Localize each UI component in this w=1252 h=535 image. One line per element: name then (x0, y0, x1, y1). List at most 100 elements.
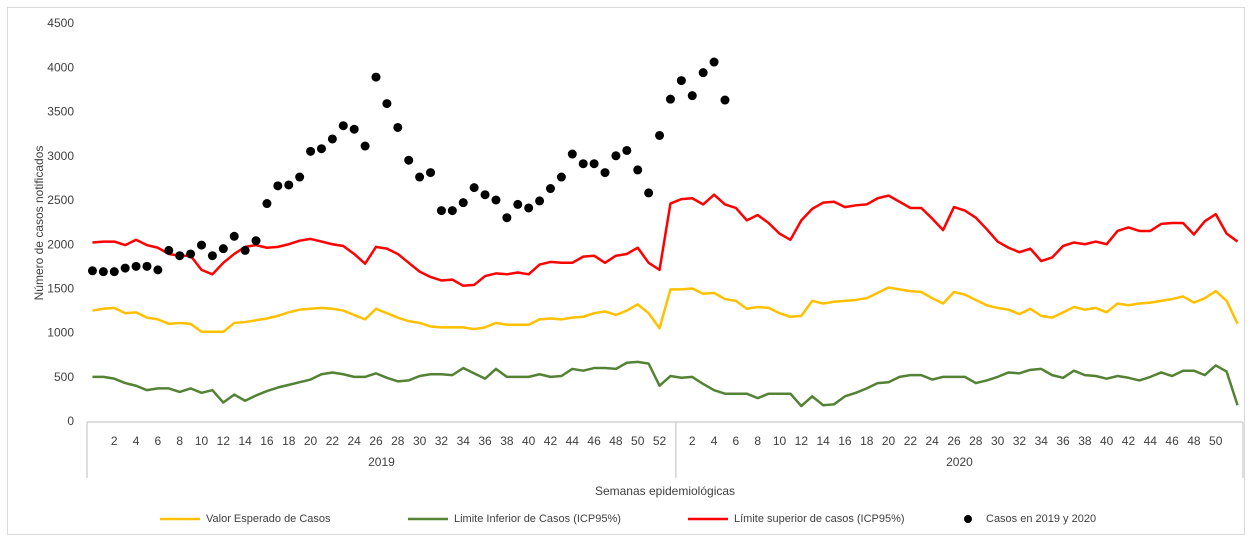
scatter-point (622, 145, 632, 155)
x-tick-label: 18 (860, 434, 874, 448)
scatter-point (447, 206, 457, 216)
scatter-point (665, 94, 675, 104)
scatter-point (567, 149, 577, 159)
x-tick-label: 14 (816, 434, 830, 448)
group-label: 2019 (368, 455, 395, 469)
scatter-point (371, 72, 381, 82)
scatter-point (578, 159, 588, 169)
x-tick-label: 34 (457, 434, 471, 448)
scatter-point (611, 151, 621, 161)
x-tick-label: 44 (1144, 434, 1158, 448)
scatter-point (207, 251, 217, 261)
y-tick-label: 3500 (47, 105, 74, 119)
scatter-point (436, 206, 446, 216)
y-tick-label: 2000 (47, 237, 74, 251)
scatter-point (426, 168, 436, 178)
scatter-point (633, 165, 643, 175)
scatter-point (513, 199, 523, 209)
legend-label: Valor Esperado de Casos (206, 513, 331, 525)
scatter-point (164, 245, 174, 255)
y-tick-label: 1000 (47, 326, 74, 340)
x-tick-label: 52 (653, 434, 667, 448)
x-tick-label: 48 (1187, 434, 1201, 448)
x-tick-label: 48 (609, 434, 623, 448)
x-tick-label: 32 (1013, 434, 1027, 448)
x-tick-label: 34 (1035, 434, 1049, 448)
scatter-point (109, 267, 119, 277)
series-line (92, 193, 1239, 288)
scatter-point (480, 190, 490, 200)
group-label: 2020 (946, 455, 973, 469)
x-tick-label: 42 (544, 434, 558, 448)
y-tick-label: 0 (67, 414, 74, 428)
y-tick-label: 1500 (47, 282, 74, 296)
y-tick-label: 2500 (47, 193, 74, 207)
scatter-point (393, 122, 403, 132)
x-tick-label: 40 (522, 434, 536, 448)
x-tick-label: 16 (838, 434, 852, 448)
scatter-point (240, 245, 250, 255)
x-tick-label: 4 (711, 434, 718, 448)
scatter-point (262, 199, 272, 209)
x-tick-label: 46 (1165, 434, 1179, 448)
scatter-point (327, 134, 337, 144)
x-tick-label: 20 (304, 434, 318, 448)
legend-label: Límite superior de casos (ICP95%) (734, 513, 905, 525)
scatter-point (349, 124, 359, 134)
scatter-point (556, 172, 566, 182)
y-axis-label: Número de casos notificados (32, 146, 46, 301)
scatter-point (120, 263, 130, 273)
legend-label: Limite Inferior de Casos (ICP95%) (454, 513, 621, 525)
scatter-point (589, 159, 599, 169)
scatter-point (153, 265, 163, 275)
scatter-point (229, 231, 239, 241)
scatter-point (87, 266, 97, 276)
scatter-point (338, 121, 348, 131)
scatter-point (142, 261, 152, 271)
scatter-point (175, 251, 185, 261)
scatter-point (382, 99, 392, 109)
scatter-point (360, 141, 370, 151)
x-tick-label: 14 (238, 434, 252, 448)
x-tick-label: 30 (413, 434, 427, 448)
legend-label: Casos en 2019 y 2020 (986, 513, 1096, 525)
x-tick-label: 4 (133, 434, 140, 448)
x-axis-label: Semanas epidemiológicas (595, 484, 735, 498)
scatter-point (404, 155, 414, 165)
x-tick-label: 32 (435, 434, 449, 448)
x-tick-label: 8 (176, 434, 183, 448)
x-tick-label: 36 (1056, 434, 1070, 448)
scatter-point (676, 76, 686, 86)
scatter-point (545, 184, 555, 194)
scatter-point (535, 196, 545, 206)
scatter-point (316, 144, 326, 154)
scatter-point (502, 213, 512, 223)
x-tick-label: 42 (1122, 434, 1136, 448)
x-tick-label: 26 (947, 434, 961, 448)
x-tick-label: 2 (111, 434, 118, 448)
scatter-point (415, 172, 425, 182)
x-tick-label: 40 (1100, 434, 1114, 448)
scatter-point (131, 261, 141, 271)
x-tick-label: 28 (969, 434, 983, 448)
x-tick-label: 22 (326, 434, 340, 448)
scatter-point (644, 188, 654, 198)
x-tick-label: 6 (155, 434, 162, 448)
scatter-point (458, 198, 468, 208)
x-tick-label: 16 (260, 434, 274, 448)
scatter-point (491, 195, 501, 205)
scatter-point (698, 68, 708, 78)
series-line (92, 286, 1239, 334)
x-tick-label: 12 (795, 434, 809, 448)
x-tick-label: 8 (754, 434, 761, 448)
x-tick-label: 18 (282, 434, 296, 448)
scatter-point (655, 130, 665, 140)
x-tick-label: 50 (631, 434, 645, 448)
scatter-point (524, 203, 534, 213)
x-tick-label: 6 (733, 434, 740, 448)
scatter-point (218, 244, 228, 254)
scatter-point (709, 57, 719, 67)
x-tick-label: 44 (566, 434, 580, 448)
scatter-point (98, 267, 108, 277)
